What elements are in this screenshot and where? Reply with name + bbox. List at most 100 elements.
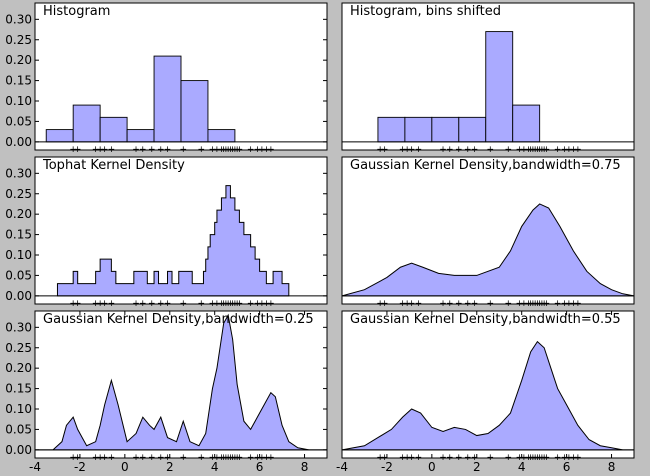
rug-mark: + [197,453,205,463]
rug-mark: + [258,299,266,309]
rug-mark: + [179,299,187,309]
rug-mark: + [229,453,237,463]
rug-mark: + [534,145,542,155]
chart-panel-2: ++ +++ + + + + + + + + +++++++++++ + ++++Histogram, … [341,2,635,155]
x-tick-label: -4 [336,460,348,474]
rug-mark: + [464,145,472,155]
chart-panel-5: ++ +++ + + + + + + + + +++++++++++ + ++++0.300.250.2… [5,310,328,474]
rug-mark: + [222,145,230,155]
y-tick-label: 0.25 [5,187,32,201]
rug-mark: + [531,299,539,309]
y-tick-label: 0.15 [5,382,32,396]
rug-mark: + [164,145,172,155]
rug-mark: + [504,145,512,155]
rug-mark: + [565,453,573,463]
rug-mark: + [101,299,109,309]
rug-mark: + [231,145,239,155]
histogram-bar [72,104,101,143]
y-tick-label: 0.10 [5,248,32,262]
rug-mark: + [227,299,235,309]
rug-mark: + [543,299,551,309]
rug-mark: + [525,145,533,155]
panel-title: Histogram [43,4,110,19]
rug-mark: + [486,299,494,309]
histogram-bar [99,116,128,143]
x-tick-label: 6 [256,460,264,474]
rug-mark: + [92,299,100,309]
y-tick-label: 0.20 [5,207,32,221]
rug-mark: + [376,299,384,309]
rug-mark: + [376,145,384,155]
y-tick-label: 0.20 [5,361,32,375]
rug-mark: + [439,145,447,155]
rug-mark: + [233,453,241,463]
rug-mark: + [227,453,235,463]
rug-mark: + [399,299,407,309]
rug-mark: + [218,299,226,309]
rug-mark: + [233,299,241,309]
rug-mark: + [403,145,411,155]
rug-mark: + [254,453,262,463]
rug-mark: + [543,453,551,463]
histogram-bar [458,116,487,143]
rug-mark: + [471,453,479,463]
rug-mark: + [538,145,546,155]
rug-mark: + [446,453,454,463]
histogram-bar [126,129,155,143]
rug-mark: + [574,299,582,309]
rug-mark: + [101,453,109,463]
rug-mark: + [267,145,275,155]
x-tick-label: 4 [518,460,526,474]
rug-mark: + [258,145,266,155]
rug-mark: + [381,453,389,463]
rug-mark: + [403,299,411,309]
y-tick-label: 0.10 [5,402,32,416]
chart-panel-1: ++ +++ + + + + + + + + +++++++++++ + ++++0.300.250.2… [5,2,328,155]
rug-mark: + [574,453,582,463]
x-tick-label: 6 [563,460,571,474]
rug-mark: + [247,145,255,155]
rug-mark: + [227,145,235,155]
rug-mark: + [561,145,569,155]
rug-mark: + [471,299,479,309]
rug-mark: + [247,453,255,463]
y-tick-label: 0.20 [5,53,32,67]
rug-mark: + [471,145,479,155]
rug-mark: + [231,299,239,309]
rug-mark: + [527,299,535,309]
rug-mark: + [527,145,535,155]
density-curve [341,203,635,297]
rug-mark: + [446,145,454,155]
rug-mark: + [108,145,116,155]
rug-mark: + [527,453,535,463]
rug-mark: + [538,453,546,463]
rug-mark: + [464,299,472,309]
rug-mark: + [529,299,537,309]
rug-mark: + [139,453,147,463]
rug-mark: + [543,145,551,155]
rug-mark: + [455,453,463,463]
rug-mark: + [381,299,389,309]
y-tick-label: 0.00 [5,289,32,303]
chart-panel-4: ++ +++ + + + + + + + + +++++++++++ + ++++Gaussian Ke… [341,156,635,309]
rug-mark: + [220,145,228,155]
rug-mark: + [148,453,156,463]
rug-mark: + [148,145,156,155]
rug-mark: + [224,145,232,155]
rug-mark: + [408,145,416,155]
rug-mark: + [267,453,275,463]
rug-mark: + [486,453,494,463]
rug-mark: + [209,453,217,463]
y-tick-label: 0.30 [5,12,32,26]
x-tick-label: 0 [428,460,436,474]
rug-mark: + [92,453,100,463]
panel-title: Gaussian Kernel Density,bandwidth=0.75 [350,158,621,173]
rug-mark: + [570,299,578,309]
rug-mark: + [139,299,147,309]
rug-mark: + [157,145,165,155]
rug-mark: + [222,299,230,309]
rug-mark: + [540,299,548,309]
rug-mark: + [213,145,221,155]
rug-mark: + [570,453,578,463]
rug-mark: + [534,299,542,309]
